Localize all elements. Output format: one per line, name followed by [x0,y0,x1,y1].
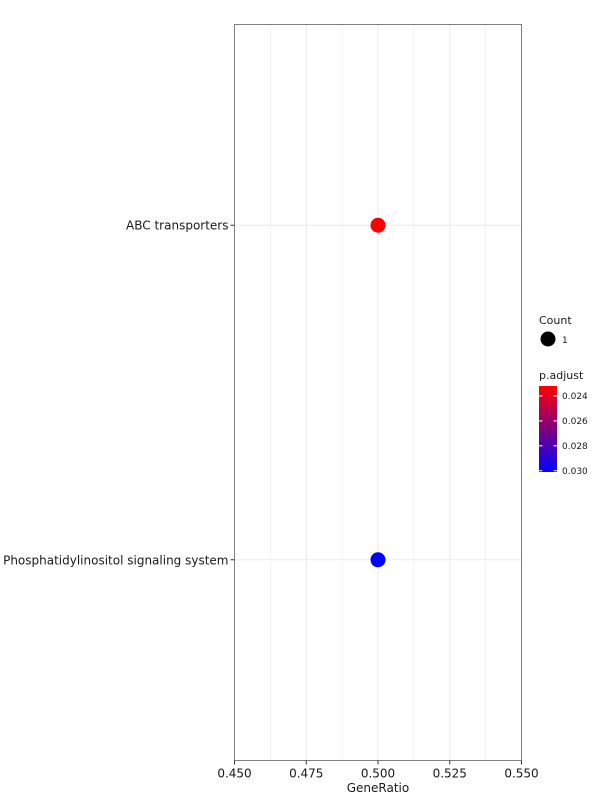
legend: Count 1 p.adjust 0.024 0.026 0.028 0.030 [539,314,588,477]
legend-color-title: p.adjust [539,369,584,382]
legend-colorbar [539,386,557,472]
y-axis: ABC transporters Phosphatidylinositol sig… [3,219,235,567]
data-point [370,552,386,568]
data-point [370,217,386,233]
x-tick-label: 0.550 [504,767,538,781]
x-tick-label: 0.500 [361,767,395,781]
x-tick-label: 0.475 [289,767,323,781]
x-tick-label: 0.525 [433,767,467,781]
x-axis: 0.450 0.475 0.500 0.525 0.550 [217,760,539,781]
colorbar-tick-label: 0.028 [562,442,588,452]
y-tick-label: Phosphatidylinositol signaling system [3,553,228,567]
colorbar-tick-label: 0.030 [562,467,588,477]
legend-size-key [540,331,556,347]
legend-colorbar-ticks: 0.024 0.026 0.028 0.030 [539,392,588,477]
colorbar-tick-label: 0.024 [562,392,588,402]
legend-size-title: Count [539,314,572,327]
data-points [370,217,386,568]
y-tick-label: ABC transporters [126,219,228,233]
x-tick-label: 0.450 [217,767,251,781]
legend-size-label: 1 [562,336,568,346]
x-axis-title: GeneRatio [347,781,409,795]
colorbar-tick-label: 0.026 [562,417,588,427]
